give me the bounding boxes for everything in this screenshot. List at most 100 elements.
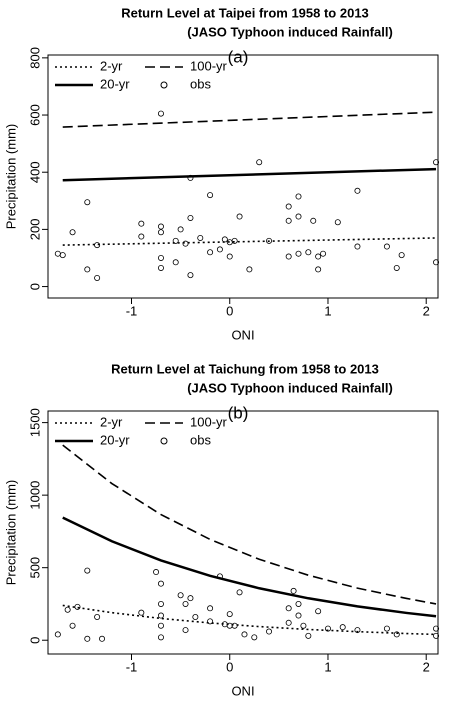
- y-tick-label: 600: [27, 104, 42, 126]
- obs-point: [295, 213, 302, 220]
- x-tick-label: 0: [226, 659, 233, 674]
- legend-marker: [160, 81, 168, 89]
- obs-point: [177, 592, 184, 599]
- obs-point: [197, 234, 204, 241]
- obs-point: [157, 622, 164, 629]
- obs-point: [94, 242, 101, 249]
- legend-label: obs: [190, 432, 211, 447]
- obs-point: [64, 606, 71, 613]
- legend-marker: [160, 437, 168, 445]
- obs-point: [172, 237, 179, 244]
- obs-point: [221, 236, 228, 243]
- obs-point: [305, 632, 312, 639]
- obs-point: [187, 595, 194, 602]
- obs-point: [256, 159, 263, 166]
- obs-point: [236, 589, 243, 596]
- obs-point: [334, 219, 341, 226]
- obs-point: [138, 609, 145, 616]
- obs-point: [94, 274, 101, 281]
- obs-point: [241, 631, 248, 638]
- obs-point: [54, 250, 61, 257]
- y-tick-label: 200: [27, 219, 42, 241]
- obs-point: [285, 217, 292, 224]
- y-axis-label: Precipitation (mm): [3, 480, 18, 585]
- obs-point: [153, 569, 160, 576]
- obs-point: [207, 618, 214, 625]
- obs-point: [339, 624, 346, 631]
- legend-label: 2-yr: [100, 58, 123, 73]
- obs-point: [231, 622, 238, 629]
- obs-point: [295, 250, 302, 257]
- obs-point: [157, 264, 164, 271]
- obs-point: [74, 603, 81, 610]
- obs-point: [157, 600, 164, 607]
- x-tick-label: 2: [423, 659, 430, 674]
- obs-point: [266, 237, 273, 244]
- obs-point: [433, 625, 440, 632]
- obs-point: [216, 573, 223, 580]
- obs-point: [300, 622, 307, 629]
- obs-point: [226, 611, 233, 618]
- obs-point: [157, 229, 164, 236]
- obs-point: [226, 622, 233, 629]
- obs-point: [157, 110, 164, 117]
- obs-point: [320, 250, 327, 257]
- obs-point: [285, 253, 292, 260]
- obs-point: [266, 628, 273, 635]
- obs-point: [393, 631, 400, 638]
- obs-point: [182, 600, 189, 607]
- obs-point: [138, 220, 145, 227]
- obs-point: [295, 612, 302, 619]
- obs-point: [84, 266, 91, 273]
- obs-point: [324, 625, 331, 632]
- obs-point: [383, 243, 390, 250]
- obs-point: [305, 249, 312, 256]
- obs-point: [383, 625, 390, 632]
- obs-point: [192, 614, 199, 621]
- legend-label: 2-yr: [100, 414, 123, 429]
- obs-point: [182, 627, 189, 634]
- y-tick-label: 1000: [27, 481, 42, 510]
- obs-point: [172, 259, 179, 266]
- obs-point: [433, 259, 440, 266]
- obs-point: [285, 605, 292, 612]
- obs-point: [295, 600, 302, 607]
- obs-point: [157, 580, 164, 587]
- obs-point: [226, 253, 233, 260]
- legend-label: 20-yr: [100, 76, 130, 91]
- legend-label: 100-yr: [190, 58, 228, 73]
- obs-point: [216, 246, 223, 253]
- obs-point: [157, 223, 164, 230]
- plot-frame: [47, 410, 439, 655]
- obs-point: [290, 587, 297, 594]
- panel-label: (a): [228, 47, 249, 66]
- obs-point: [69, 229, 76, 236]
- chart-subtitle: (JASO Typhoon induced Rainfall): [187, 380, 393, 395]
- obs-point: [187, 174, 194, 181]
- obs-point: [182, 240, 189, 247]
- obs-point: [157, 254, 164, 261]
- legend-label: obs: [190, 76, 211, 91]
- obs-point: [285, 203, 292, 210]
- obs-point: [354, 243, 361, 250]
- obs-point: [315, 608, 322, 615]
- obs-point: [69, 622, 76, 629]
- obs-point: [433, 632, 440, 639]
- x-tick-label: -1: [126, 303, 138, 318]
- y-tick-label: 500: [27, 557, 42, 579]
- x-tick-label: -1: [126, 659, 138, 674]
- obs-point: [157, 634, 164, 641]
- obs-point: [94, 614, 101, 621]
- obs-point: [315, 266, 322, 273]
- obs-point: [187, 214, 194, 221]
- y-tick-label: 0: [27, 283, 42, 290]
- panel-label: (b): [228, 403, 249, 422]
- return-level-line: [62, 111, 437, 128]
- x-tick-label: 1: [324, 303, 331, 318]
- return-level-line: [62, 237, 437, 246]
- obs-point: [207, 605, 214, 612]
- obs-point: [177, 226, 184, 233]
- x-axis-label: ONI: [231, 327, 254, 342]
- obs-point: [354, 187, 361, 194]
